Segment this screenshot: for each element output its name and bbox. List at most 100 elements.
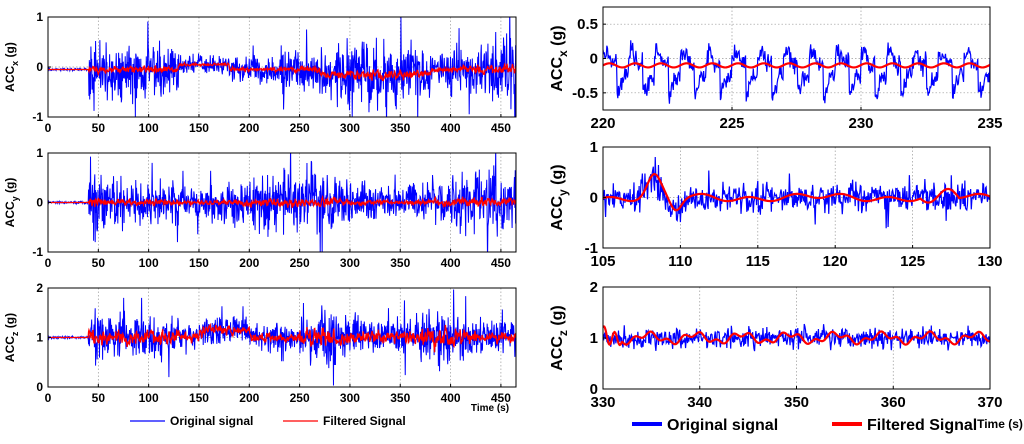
- x-tick-label: 225: [719, 115, 744, 132]
- x-tick-label: 370: [977, 394, 1002, 411]
- y-axis-label: ACCy (g): [549, 164, 570, 230]
- y-axis-label-unit: (g): [3, 313, 17, 332]
- y-tick-label: 2: [36, 281, 43, 295]
- y-axis-label-main: ACC: [549, 196, 566, 231]
- subplot-right-z: 330 340 350 360 370 0 1 2 ACCz (g) Time (s): [549, 279, 1023, 431]
- x-tick-label: 150: [189, 121, 209, 135]
- x-tick-label: 105: [590, 253, 615, 270]
- original-signal-line: [48, 289, 516, 386]
- x-tick-label: 300: [340, 121, 360, 135]
- y-axis-label: ACCy (g): [3, 178, 20, 228]
- y-axis-label-unit: (g): [3, 178, 17, 197]
- y-tick-label: 0: [590, 51, 598, 68]
- x-tick-label: 150: [189, 391, 209, 405]
- x-tick-label: 300: [340, 391, 360, 405]
- x-tick-label: 250: [290, 391, 310, 405]
- filtered-signal-line: [603, 62, 990, 69]
- x-tick-label: 350: [390, 391, 410, 405]
- x-tick-label: 350: [390, 121, 410, 135]
- y-axis-label: ACCz (g): [3, 313, 20, 362]
- y-axis-label: ACCz (g): [549, 305, 570, 371]
- y-axis-label-unit: (g): [549, 305, 566, 330]
- filtered-signal-line: [603, 172, 990, 212]
- x-tick-label: 110: [668, 253, 692, 270]
- y-tick-label: 0: [590, 381, 598, 398]
- legend-legend_right: Original signal Filtered Signal: [632, 417, 977, 434]
- subplot-right-y: 105 110 115 120 125 130 -1 0 1 ACCy (g): [549, 139, 1003, 270]
- x-tick-label: 450: [491, 391, 511, 405]
- x-tick-label: 150: [189, 256, 209, 270]
- legend-label-original: Original signal: [170, 414, 253, 428]
- y-axis-label: ACCx (g): [3, 42, 20, 92]
- x-tick-label: 400: [441, 121, 461, 135]
- y-tick-label: 1: [36, 10, 43, 24]
- x-tick-label: 200: [239, 121, 259, 135]
- legend-label-filtered: Filtered Signal: [323, 414, 406, 428]
- y-tick-label: 1: [590, 139, 598, 156]
- y-tick-label: 1: [36, 331, 43, 345]
- y-axis-label-main: ACC: [549, 57, 566, 92]
- x-tick-label: 130: [977, 253, 1002, 270]
- x-tick-label: 0: [45, 391, 52, 405]
- x-tick-label: 250: [290, 121, 310, 135]
- y-tick-label: 0: [36, 380, 43, 394]
- x-axis-label: Time (s): [977, 417, 1023, 431]
- legend-label-original: Original signal: [667, 417, 778, 434]
- x-tick-label: 360: [881, 394, 906, 411]
- y-tick-label: -0.5: [572, 85, 598, 102]
- x-tick-label: 50: [92, 256, 106, 270]
- y-axis-label-subscript: x: [10, 61, 20, 66]
- y-axis-label-main: ACC: [3, 201, 17, 227]
- x-tick-label: 200: [239, 256, 259, 270]
- y-axis-label-unit: (g): [549, 25, 566, 50]
- y-tick-label: -1: [32, 110, 43, 124]
- x-tick-label: 340: [687, 394, 712, 411]
- y-axis-label-subscript: x: [556, 50, 570, 57]
- y-axis-label-subscript: y: [10, 196, 20, 201]
- x-tick-label: 120: [823, 253, 848, 270]
- y-axis-label-subscript: z: [556, 330, 570, 336]
- x-tick-label: 200: [239, 391, 259, 405]
- x-tick-label: 400: [441, 256, 461, 270]
- x-tick-label: 235: [977, 115, 1002, 132]
- y-tick-label: 0: [590, 190, 598, 207]
- y-tick-label: 0: [36, 196, 43, 210]
- original-signal-line: [48, 17, 516, 117]
- y-axis-label: ACCx (g): [549, 25, 570, 91]
- legend-legend_left: Original signal Filtered Signal: [130, 414, 406, 428]
- y-tick-label: 2: [590, 279, 598, 296]
- y-tick-label: 1: [36, 146, 43, 160]
- x-tick-label: 450: [491, 256, 511, 270]
- x-tick-label: 50: [92, 121, 106, 135]
- x-tick-label: 50: [92, 391, 106, 405]
- filtered-signal-line: [48, 322, 516, 353]
- y-tick-label: 1: [590, 330, 598, 347]
- x-tick-label: 300: [340, 256, 360, 270]
- original-signal-line: [603, 40, 990, 104]
- y-axis-label-main: ACC: [549, 336, 566, 371]
- y-axis-label-main: ACC: [3, 336, 17, 362]
- filtered-signal-line: [48, 60, 516, 82]
- y-axis-label-unit: (g): [3, 42, 17, 61]
- filtered-signal-line: [603, 325, 990, 347]
- y-tick-label: -1: [32, 245, 43, 259]
- x-tick-label: 350: [784, 394, 809, 411]
- x-tick-label: 220: [590, 115, 615, 132]
- x-tick-label: 400: [441, 391, 461, 405]
- y-tick-label: 0: [36, 60, 43, 74]
- x-tick-label: 100: [139, 256, 159, 270]
- y-axis-label-subscript: z: [10, 331, 20, 336]
- x-tick-label: 250: [290, 256, 310, 270]
- x-tick-label: 115: [746, 253, 770, 270]
- subplot-left-z: 0 50 100 150 200 250 300 350 400 450 0 1 2 ACCz (g) Ti…: [3, 281, 517, 414]
- x-tick-label: 100: [139, 391, 159, 405]
- x-axis-label: Time (s): [471, 403, 509, 414]
- x-tick-label: 350: [390, 256, 410, 270]
- legend-label-filtered: Filtered Signal: [867, 417, 977, 434]
- y-axis-label-unit: (g): [549, 164, 566, 189]
- x-tick-label: 0: [45, 121, 52, 135]
- y-axis-label-subscript: y: [556, 189, 570, 196]
- x-tick-label: 0: [45, 256, 52, 270]
